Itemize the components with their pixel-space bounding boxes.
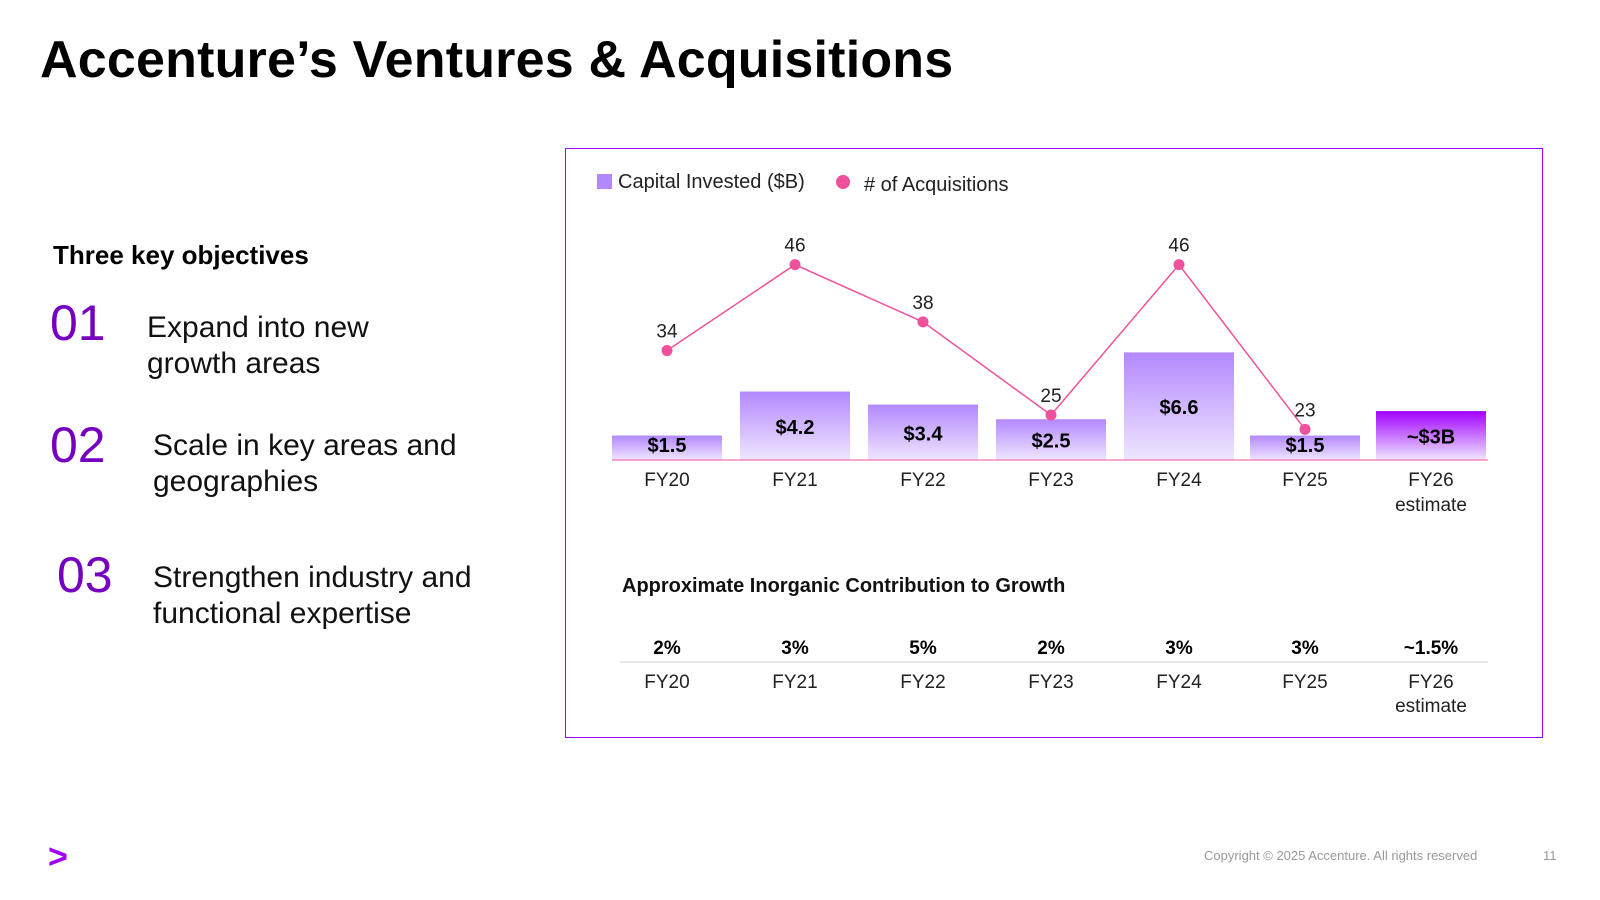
growth-value: 2% bbox=[653, 638, 681, 659]
bar-fy20 bbox=[612, 435, 722, 460]
acquisitions-line bbox=[666, 263, 1306, 430]
x-tick-label: FY20 bbox=[644, 470, 689, 491]
acquisitions-point bbox=[1173, 259, 1185, 271]
acquisitions-value-label: 38 bbox=[912, 293, 933, 314]
bar-value-label: $1.5 bbox=[1286, 435, 1325, 457]
table-year-label: FY24 bbox=[1156, 672, 1202, 693]
acquisitions-value-label: 46 bbox=[784, 236, 805, 257]
x-tick-label: FY25 bbox=[1282, 470, 1327, 491]
legend-bar-swatch bbox=[597, 174, 612, 189]
x-tick-label: FY23 bbox=[1028, 470, 1073, 491]
bar-value-label: $6.6 bbox=[1160, 397, 1199, 419]
x-tick-label: estimate bbox=[1395, 495, 1467, 516]
bar-value-label: ~$3B bbox=[1407, 427, 1455, 449]
x-tick-label: FY24 bbox=[1156, 470, 1202, 491]
acquisitions-value-label: 25 bbox=[1040, 386, 1061, 407]
bar-fy24 bbox=[1124, 352, 1234, 460]
chart-panel bbox=[565, 148, 1543, 738]
table-year-label: FY21 bbox=[772, 672, 817, 693]
acquisitions-point bbox=[1045, 409, 1057, 421]
objectives-heading: Three key objectives bbox=[53, 240, 309, 270]
acquisitions-value-label: 34 bbox=[656, 322, 678, 343]
bar-fy21 bbox=[740, 391, 850, 460]
objective-text-1-line-1: Expand into new bbox=[147, 311, 369, 344]
legend-acquisitions: # of Acquisitions bbox=[864, 174, 1009, 196]
growth-value: 3% bbox=[1165, 638, 1193, 659]
objective-text-1-line-2: growth areas bbox=[147, 347, 321, 380]
bar-fy22 bbox=[868, 404, 978, 460]
bar-value-label: $1.5 bbox=[648, 435, 687, 457]
objective-number-1: 01 bbox=[50, 295, 106, 351]
x-tick-label: FY21 bbox=[772, 470, 817, 491]
table-year-label: FY22 bbox=[900, 672, 945, 693]
table-year-label: FY26 bbox=[1408, 672, 1453, 693]
bar-fy26 bbox=[1376, 411, 1486, 460]
bar-fy25 bbox=[1250, 435, 1360, 460]
acquisitions-point bbox=[1299, 423, 1311, 435]
table-year-label: FY25 bbox=[1282, 672, 1327, 693]
table-title: Approximate Inorganic Contribution to Gr… bbox=[622, 575, 1065, 597]
bar-value-label: $3.4 bbox=[904, 423, 944, 445]
objective-text-1: Expand into new growth areas bbox=[147, 310, 369, 382]
acquisitions-value-label: 23 bbox=[1294, 400, 1315, 421]
growth-value: 3% bbox=[1291, 638, 1319, 659]
objective-text-2: Scale in key areas and geographies bbox=[153, 428, 457, 500]
table-year-label: FY20 bbox=[644, 672, 689, 693]
legend-capital-invested: Capital Invested ($B) bbox=[618, 171, 805, 193]
objective-number-3: 03 bbox=[57, 547, 113, 603]
copyright-text: Copyright © 2025 Accenture. All rights r… bbox=[1204, 848, 1478, 863]
objective-text-3: Strengthen industry and functional exper… bbox=[153, 560, 472, 632]
acquisitions-point bbox=[789, 259, 801, 271]
objective-number-2: 02 bbox=[50, 417, 106, 473]
x-tick-label: FY26 bbox=[1408, 470, 1453, 491]
page-title: Accenture’s Ventures & Acquisitions bbox=[40, 31, 954, 89]
growth-value: 5% bbox=[909, 638, 937, 659]
objective-text-2-line-2: geographies bbox=[153, 465, 319, 498]
objective-text-3-line-1: Strengthen industry and bbox=[153, 561, 472, 594]
accenture-logo-icon: > bbox=[48, 838, 68, 876]
bar-fy23 bbox=[996, 419, 1106, 460]
growth-value: ~1.5% bbox=[1404, 638, 1459, 659]
legend-line-marker bbox=[836, 175, 850, 189]
bar-value-label: $2.5 bbox=[1032, 431, 1071, 453]
table-year-label: estimate bbox=[1395, 696, 1467, 717]
objective-text-2-line-1: Scale in key areas and bbox=[153, 429, 457, 462]
x-tick-label: FY22 bbox=[900, 470, 945, 491]
acquisitions-value-label: 46 bbox=[1168, 236, 1189, 257]
acquisitions-point bbox=[661, 345, 673, 357]
growth-value: 3% bbox=[781, 638, 809, 659]
page-number: 11 bbox=[1543, 848, 1557, 863]
growth-value: 2% bbox=[1037, 638, 1065, 659]
bar-value-label: $4.2 bbox=[776, 417, 815, 439]
table-year-label: FY23 bbox=[1028, 672, 1073, 693]
objective-text-3-line-2: functional expertise bbox=[153, 597, 412, 630]
acquisitions-point bbox=[917, 316, 929, 328]
